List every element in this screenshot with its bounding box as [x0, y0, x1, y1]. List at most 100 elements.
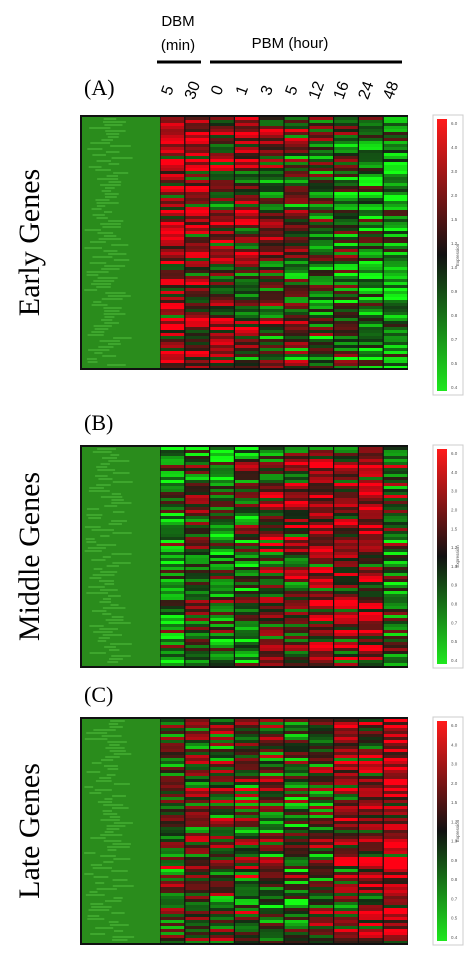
heatmap-cell	[185, 618, 209, 621]
heatmap-cell	[309, 642, 333, 645]
heatmap-cell	[383, 648, 408, 651]
heatmap-cell	[160, 800, 185, 803]
heatmap-cell	[235, 462, 259, 465]
heatmap-cell	[383, 528, 408, 531]
heatmap-cell	[235, 528, 259, 531]
heatmap-cell	[383, 252, 408, 255]
heatmap-cell	[284, 279, 309, 282]
heatmap-cell	[160, 240, 185, 243]
heatmap-cell	[160, 791, 185, 794]
heatmap-cell	[160, 908, 185, 911]
heatmap-cell	[160, 219, 185, 222]
heatmap-cell	[235, 818, 259, 821]
heatmap-cell	[334, 908, 358, 911]
heatmap-cell	[235, 288, 259, 291]
heatmap-cell	[235, 926, 259, 929]
heatmap-cell	[210, 531, 234, 534]
heatmap-cell	[259, 552, 284, 555]
heatmap-cell	[185, 848, 209, 851]
heatmap-cell	[334, 483, 358, 486]
heatmap-cell	[284, 791, 309, 794]
heatmap-cell	[185, 806, 209, 809]
heatmap-cell	[334, 764, 358, 767]
heatmap-cell	[359, 162, 383, 165]
heatmap-cell	[259, 926, 284, 929]
heatmap-cell	[309, 645, 333, 648]
heatmap-cell	[309, 579, 333, 582]
heatmap-cell	[210, 800, 234, 803]
heatmap-cell	[334, 135, 358, 138]
heatmap-cell	[284, 192, 309, 195]
heatmap-cell	[235, 258, 259, 261]
heatmap-cell	[210, 806, 234, 809]
heatmap-cell	[383, 824, 408, 827]
heatmap-cell	[284, 863, 309, 866]
heatmap-cell	[383, 294, 408, 297]
heatmap-cell	[284, 276, 309, 279]
heatmap-cell	[185, 660, 209, 663]
heatmap-cell	[210, 492, 234, 495]
heatmap-cell	[383, 803, 408, 806]
heatmap-cell	[309, 654, 333, 657]
heatmap-cell	[259, 261, 284, 264]
heatmap-cell	[334, 746, 358, 749]
heatmap-cell	[383, 171, 408, 174]
heatmap-cell	[235, 174, 259, 177]
heatmap-cell	[259, 456, 284, 459]
heatmap-cell	[185, 150, 209, 153]
heatmap-cell	[309, 585, 333, 588]
heatmap-cell	[334, 728, 358, 731]
heatmap-cell	[160, 728, 185, 731]
heatmap-cell	[334, 881, 358, 884]
heatmap-cell	[359, 615, 383, 618]
heatmap-cell	[210, 522, 234, 525]
heatmap-cell	[334, 555, 358, 558]
heatmap-cell	[359, 657, 383, 660]
heatmap-cell	[284, 126, 309, 129]
heatmap-cell	[359, 546, 383, 549]
heatmap-cell	[235, 348, 259, 351]
heatmap-cell	[359, 645, 383, 648]
heatmap-cell	[160, 848, 185, 851]
heatmap-cell	[160, 270, 185, 273]
heatmap-cell	[359, 519, 383, 522]
heatmap-cell	[334, 480, 358, 483]
heatmap-cell	[160, 324, 185, 327]
heatmap-cell	[309, 462, 333, 465]
heatmap-cell	[309, 785, 333, 788]
heatmap-cell	[383, 519, 408, 522]
heatmap-cell	[160, 483, 185, 486]
heatmap-cell	[235, 830, 259, 833]
heatmap-cell	[259, 321, 284, 324]
heatmap-cell	[334, 737, 358, 740]
heatmap-cell	[160, 938, 185, 941]
heatmap-cell	[334, 660, 358, 663]
heatmap-cell	[309, 630, 333, 633]
heatmap-cell	[185, 890, 209, 893]
heatmap-cell	[383, 570, 408, 573]
heatmap-cell	[210, 309, 234, 312]
heatmap-cell	[210, 914, 234, 917]
heatmap-cell	[284, 147, 309, 150]
heatmap-cell	[359, 776, 383, 779]
heatmap-cell	[359, 135, 383, 138]
heatmap-cell	[284, 291, 309, 294]
colorbar-tick: 0.5	[451, 639, 458, 644]
heatmap-cell	[259, 516, 284, 519]
heatmap-cell	[210, 138, 234, 141]
heatmap-cell	[309, 447, 333, 450]
heatmap-cell	[359, 219, 383, 222]
heatmap-cell	[284, 567, 309, 570]
heatmap-cell	[160, 875, 185, 878]
colorbar	[437, 721, 447, 941]
heatmap-cell	[160, 165, 185, 168]
heatmap-cell	[359, 767, 383, 770]
heatmap-cell	[309, 156, 333, 159]
heatmap-cell	[309, 126, 333, 129]
heatmap-cell	[383, 150, 408, 153]
heatmap-cell	[185, 788, 209, 791]
heatmap-cell	[284, 839, 309, 842]
colorbar-tick: 0.4	[451, 385, 458, 390]
heatmap-cell	[259, 342, 284, 345]
heatmap-cell	[160, 731, 185, 734]
